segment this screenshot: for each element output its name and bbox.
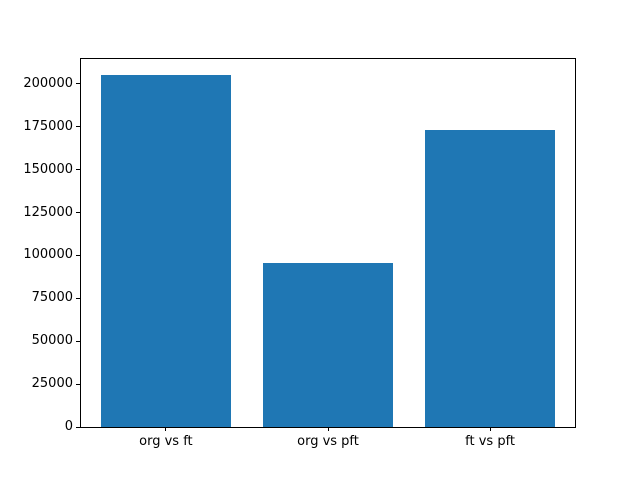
bar-org-vs-ft <box>101 75 231 428</box>
y-tick-label: 75000 <box>31 290 73 306</box>
y-tick-label: 25000 <box>31 376 73 392</box>
y-tick-label: 200000 <box>23 75 73 91</box>
y-tick-mark <box>76 340 80 342</box>
y-tick-label: 0 <box>64 419 73 435</box>
y-tick-mark <box>76 383 80 385</box>
x-tick-mark <box>327 427 329 432</box>
y-tick-mark <box>76 126 80 128</box>
y-tick-mark <box>76 254 80 256</box>
y-tick-label: 150000 <box>23 161 73 177</box>
x-tick-label: org vs ft <box>139 434 193 450</box>
y-tick-mark <box>76 297 80 299</box>
x-tick-label: org vs pft <box>297 434 359 450</box>
y-tick-label: 100000 <box>23 247 73 263</box>
bar-ft-vs-pft <box>425 130 555 428</box>
y-tick-mark <box>76 426 80 428</box>
y-tick-mark <box>76 83 80 85</box>
x-tick-mark <box>165 427 167 432</box>
x-tick-label: ft vs pft <box>465 434 516 450</box>
y-tick-label: 175000 <box>23 118 73 134</box>
y-tick-label: 125000 <box>23 204 73 220</box>
y-tick-mark <box>76 169 80 171</box>
y-tick-mark <box>76 212 80 214</box>
bar-org-vs-pft <box>263 263 393 428</box>
x-tick-mark <box>489 427 491 432</box>
y-tick-label: 50000 <box>31 333 73 349</box>
